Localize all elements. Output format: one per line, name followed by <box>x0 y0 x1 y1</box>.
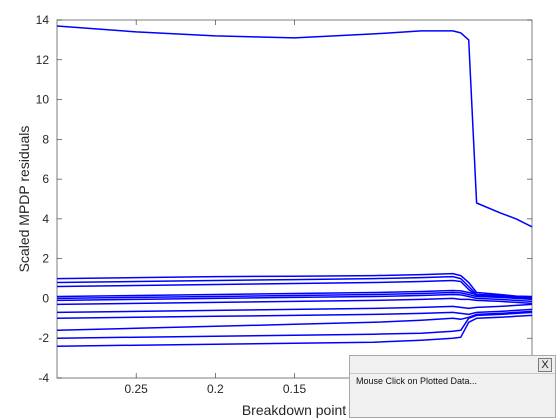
series-lines[interactable] <box>57 25 532 347</box>
y-tick-label: 2 <box>42 252 49 266</box>
y-tick-label: 6 <box>42 172 49 186</box>
series-line-6[interactable] <box>57 291 532 301</box>
series-line-2[interactable] <box>57 272 532 298</box>
series-line-8[interactable] <box>57 297 532 306</box>
series-line-4[interactable] <box>57 279 532 300</box>
y-tick-label: 10 <box>36 93 50 107</box>
series-line-10[interactable] <box>57 308 532 320</box>
data-cursor-popup: X Mouse Click on Plotted Data... <box>349 355 556 418</box>
x-tick-label: 0.25 <box>124 382 148 396</box>
popup-message: Mouse Click on Plotted Data... <box>356 376 478 386</box>
series-line-13[interactable] <box>57 314 532 347</box>
y-tick-label: 14 <box>36 13 50 27</box>
series-line-9[interactable] <box>57 303 532 314</box>
y-tick-label: 0 <box>42 291 49 305</box>
x-tick-label: 0.2 <box>207 382 224 396</box>
y-tick-label: 4 <box>42 212 49 226</box>
x-tick-label: 0.15 <box>283 382 307 396</box>
y-axis-label: Scaled MPDP residuals <box>16 126 32 273</box>
x-axis-label: Breakdown point <box>242 402 346 418</box>
series-line-1[interactable] <box>57 25 532 228</box>
series-line-11[interactable] <box>57 310 532 332</box>
popup-divider <box>350 373 555 374</box>
series-line-12[interactable] <box>57 311 532 339</box>
close-button[interactable]: X <box>538 358 552 372</box>
y-tick-label: -4 <box>38 371 49 385</box>
series-line-5[interactable] <box>57 289 532 299</box>
x-axis-ticks: 0.25 0.2 0.15 <box>124 20 307 396</box>
series-line-7[interactable] <box>57 293 532 303</box>
y-tick-label: 8 <box>42 132 49 146</box>
y-tick-label: 12 <box>36 53 50 67</box>
y-axis-ticks: -4 -2 0 2 4 6 8 10 12 14 <box>36 13 532 385</box>
y-tick-label: -2 <box>38 331 49 345</box>
